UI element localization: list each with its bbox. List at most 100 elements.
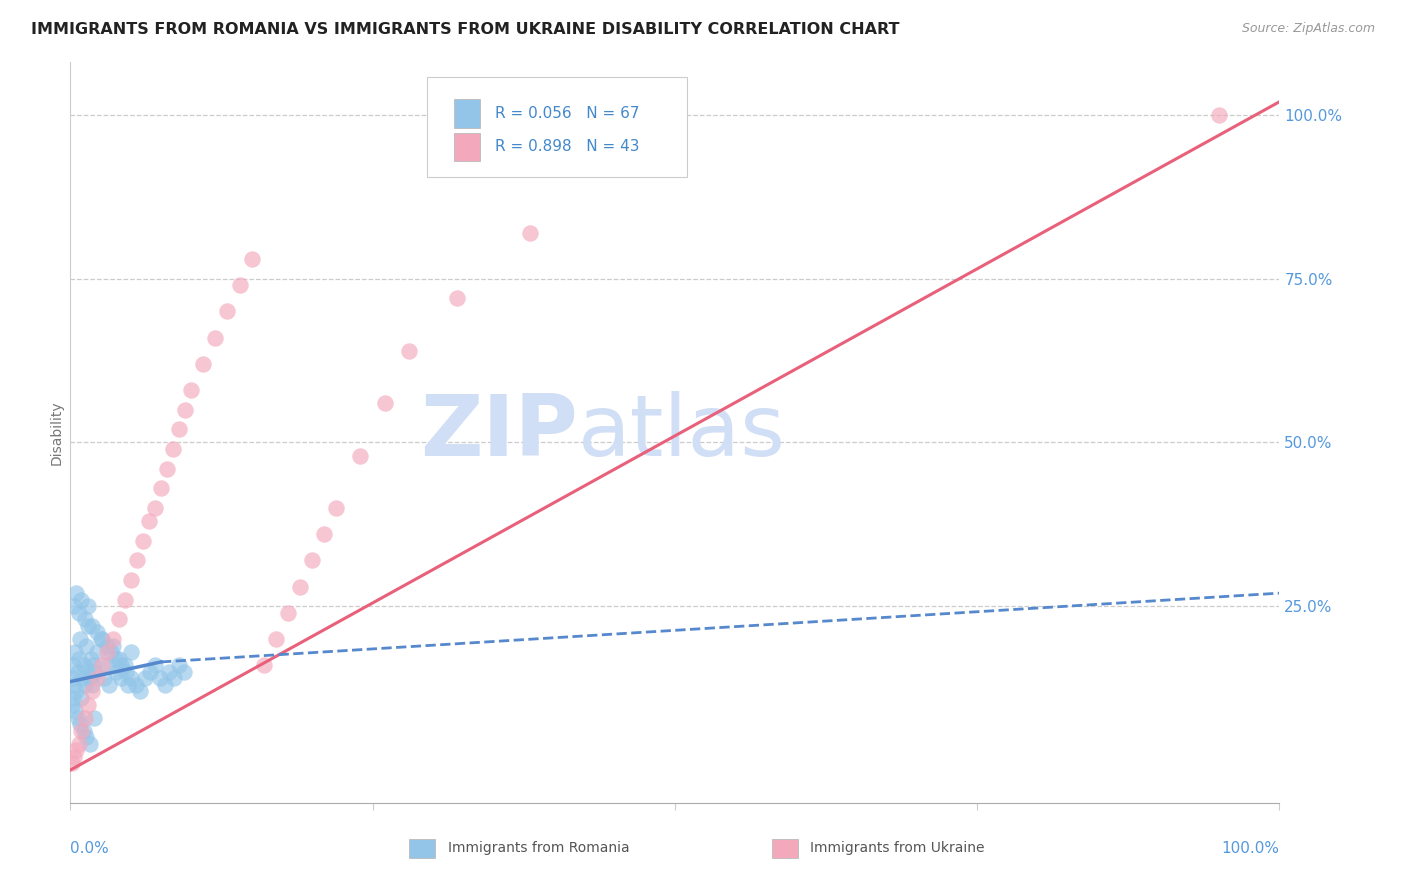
- Point: [72, 723, 94, 738]
- Point: [277, 606, 299, 620]
- Point: [79, 671, 101, 685]
- Point: [67, 651, 90, 665]
- Point: [228, 278, 250, 293]
- Point: [101, 639, 124, 653]
- Point: [90, 632, 111, 646]
- Point: [125, 553, 148, 567]
- Point: [90, 658, 112, 673]
- Point: [67, 606, 90, 620]
- Point: [76, 665, 98, 679]
- Point: [83, 665, 105, 679]
- Point: [83, 711, 105, 725]
- Text: R = 0.056   N = 67: R = 0.056 N = 67: [495, 106, 640, 121]
- Text: atlas: atlas: [578, 391, 786, 475]
- Point: [264, 632, 287, 646]
- FancyBboxPatch shape: [427, 78, 688, 178]
- Point: [63, 645, 86, 659]
- Point: [69, 632, 91, 646]
- Point: [374, 396, 396, 410]
- Point: [72, 671, 94, 685]
- Point: [90, 632, 112, 646]
- Point: [107, 651, 129, 665]
- Text: 0.0%: 0.0%: [70, 841, 110, 856]
- Point: [114, 592, 136, 607]
- Point: [63, 599, 86, 614]
- Point: [114, 658, 136, 673]
- Point: [60, 671, 83, 685]
- Point: [65, 586, 87, 600]
- Text: IMMIGRANTS FROM ROMANIA VS IMMIGRANTS FROM UKRAINE DISABILITY CORRELATION CHART: IMMIGRANTS FROM ROMANIA VS IMMIGRANTS FR…: [31, 22, 900, 37]
- Point: [110, 671, 132, 685]
- Point: [60, 756, 83, 771]
- Point: [77, 698, 100, 712]
- Point: [80, 619, 103, 633]
- Point: [93, 671, 115, 685]
- Point: [73, 711, 96, 725]
- Point: [65, 743, 87, 757]
- Point: [204, 330, 226, 344]
- Point: [70, 690, 93, 705]
- Point: [132, 533, 155, 548]
- FancyBboxPatch shape: [454, 99, 481, 128]
- Text: ZIP: ZIP: [420, 391, 578, 475]
- Point: [66, 665, 89, 679]
- Point: [77, 599, 100, 614]
- Point: [105, 665, 128, 679]
- Point: [143, 658, 166, 673]
- Point: [80, 651, 103, 665]
- Text: Immigrants from Ukraine: Immigrants from Ukraine: [810, 841, 984, 855]
- Point: [253, 658, 276, 673]
- Point: [173, 665, 195, 679]
- Point: [193, 357, 215, 371]
- Point: [80, 678, 103, 692]
- Point: [80, 684, 103, 698]
- Point: [115, 665, 138, 679]
- Point: [163, 671, 186, 685]
- Point: [288, 580, 311, 594]
- Point: [138, 514, 160, 528]
- Point: [120, 645, 142, 659]
- Point: [67, 737, 90, 751]
- Point: [129, 684, 152, 698]
- Point: [301, 553, 323, 567]
- Point: [156, 461, 179, 475]
- Point: [62, 690, 84, 705]
- Point: [96, 658, 118, 673]
- Point: [100, 645, 122, 659]
- Point: [143, 500, 166, 515]
- Point: [159, 665, 181, 679]
- Point: [73, 612, 96, 626]
- Text: R = 0.898   N = 43: R = 0.898 N = 43: [495, 139, 640, 154]
- FancyBboxPatch shape: [409, 838, 436, 858]
- Point: [150, 481, 172, 495]
- Point: [1208, 108, 1230, 122]
- Point: [120, 671, 142, 685]
- Point: [519, 226, 541, 240]
- Point: [63, 704, 86, 718]
- Point: [314, 527, 336, 541]
- Point: [174, 402, 197, 417]
- Point: [180, 383, 202, 397]
- Point: [349, 449, 371, 463]
- Point: [63, 750, 86, 764]
- Y-axis label: Disability: Disability: [49, 401, 63, 465]
- Point: [153, 678, 176, 692]
- Point: [72, 658, 94, 673]
- Point: [96, 645, 118, 659]
- Point: [105, 651, 128, 665]
- Point: [62, 658, 84, 673]
- Point: [101, 632, 124, 646]
- Point: [240, 252, 263, 266]
- Point: [120, 573, 142, 587]
- Point: [162, 442, 184, 456]
- Point: [86, 645, 108, 659]
- Point: [79, 737, 101, 751]
- FancyBboxPatch shape: [772, 838, 799, 858]
- Point: [117, 678, 139, 692]
- Point: [86, 625, 108, 640]
- Point: [149, 671, 172, 685]
- Point: [75, 731, 97, 745]
- Point: [66, 711, 89, 725]
- Point: [65, 684, 87, 698]
- Point: [325, 500, 347, 515]
